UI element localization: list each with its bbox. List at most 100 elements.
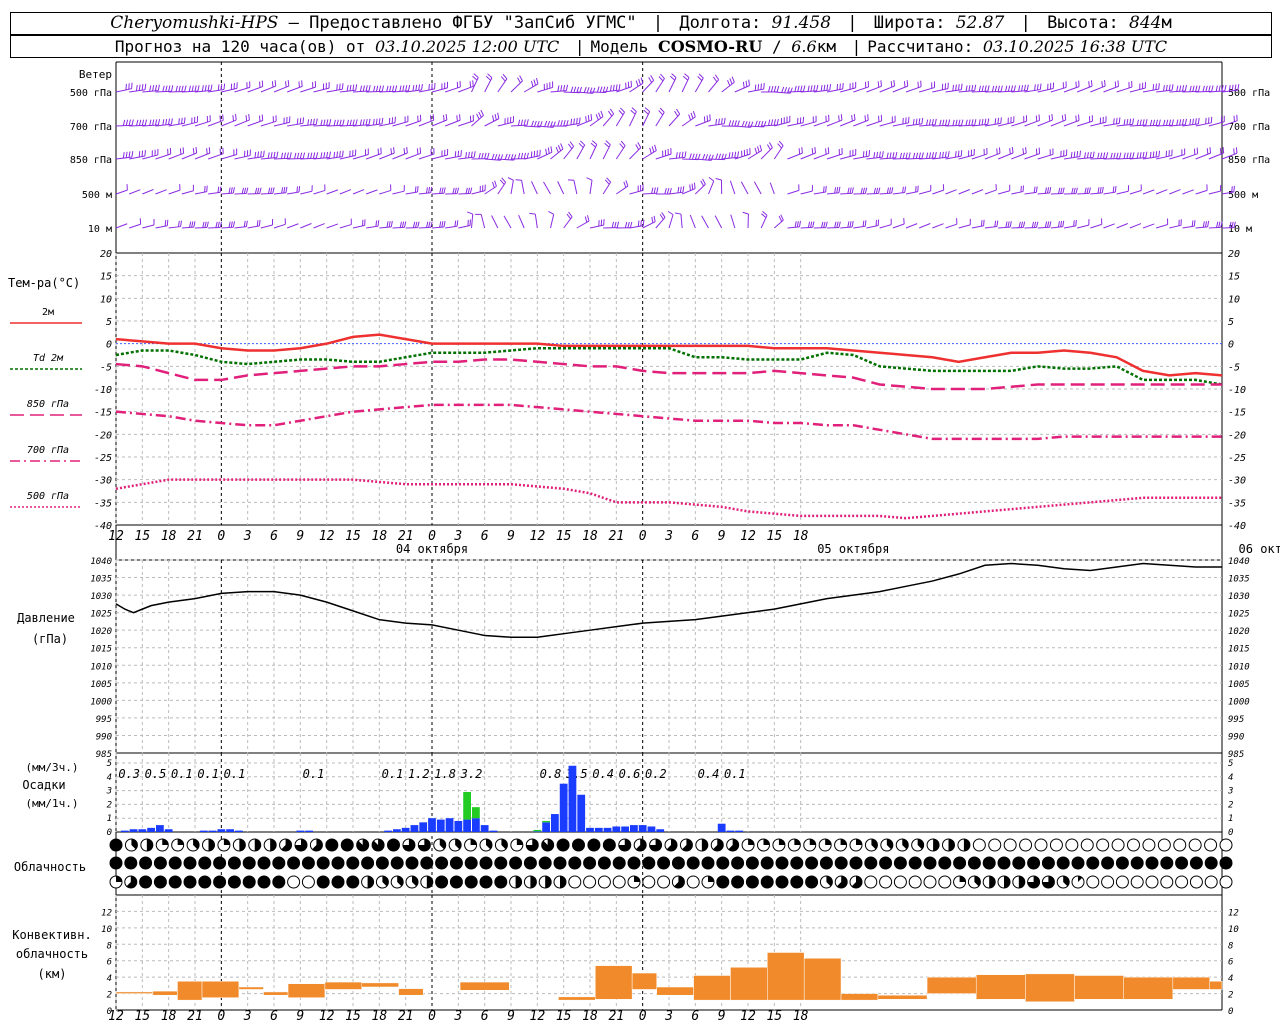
cloud-symbol-fill	[530, 876, 537, 888]
wind-barb-feather	[864, 220, 867, 227]
cloud-symbol-fill	[713, 839, 724, 852]
wind-barb	[753, 181, 762, 195]
wind-barb-feather	[1208, 85, 1211, 92]
wind-barb-feather	[492, 115, 495, 122]
wind-barb-feather	[825, 221, 828, 228]
wind-barb	[800, 190, 813, 195]
wind-barb-feather	[178, 85, 181, 92]
wind-barb-feather	[585, 116, 587, 123]
wind-barb-feather	[1035, 186, 1038, 193]
wind-barb	[1116, 190, 1129, 195]
cloud-symbol-fill	[702, 857, 714, 869]
wind-barb-feather	[631, 107, 637, 112]
cloud-symbol-fill	[634, 876, 640, 882]
alt-unit: м	[1161, 13, 1172, 33]
wind-barb-feather	[961, 119, 964, 126]
wind-barb-feather	[390, 148, 393, 155]
wind-barb-feather	[968, 85, 971, 92]
wind-barb-feather	[742, 211, 749, 215]
wind-barb-feather	[1215, 85, 1218, 92]
wind-barb-feather	[520, 119, 524, 126]
precip-bar-convective	[542, 820, 550, 823]
temp-tick-right: 5	[1228, 317, 1234, 328]
precip-3h-value: 0.1	[303, 767, 325, 781]
wind-barb-feather	[1136, 119, 1139, 126]
cloud-symbol	[1019, 838, 1033, 852]
wind-barb-feather	[958, 119, 961, 126]
precip-3h-value: 1.2	[408, 767, 430, 781]
wind-barb-feather	[944, 119, 948, 126]
precip-bar	[726, 830, 735, 832]
wind-barb	[286, 223, 299, 229]
wind-barb-feather	[744, 121, 748, 128]
wind-barb-feather	[691, 153, 695, 160]
wind-barb-feather	[312, 118, 315, 125]
cloud-symbol-fill	[716, 857, 729, 869]
wind-barb	[1129, 190, 1142, 195]
wind-barb-feather	[245, 220, 248, 227]
cloud-symbol-fill	[177, 839, 184, 845]
wind-barb-feather	[1092, 151, 1095, 158]
lon-value: 91.458	[771, 13, 832, 33]
wind-barb	[905, 223, 918, 229]
wind-barb-feather	[768, 142, 773, 148]
wind-barb-feather	[547, 147, 550, 154]
wind-barb-feather	[550, 146, 553, 153]
cloud-symbol-fill	[666, 839, 678, 851]
wind-barb-feather	[674, 212, 682, 215]
wind-barb	[919, 190, 931, 195]
wind-barb-feather	[378, 85, 382, 92]
wind-barb-feather	[228, 187, 231, 194]
cloud-symbol-fill	[480, 857, 492, 869]
wind-barb-feather	[1097, 152, 1100, 159]
wind-barb-feather	[1060, 187, 1063, 194]
wind-barb-feather	[847, 187, 850, 194]
wind-barb-feather	[1192, 85, 1195, 92]
wind-barb-feather	[731, 76, 735, 83]
wind-barb	[714, 215, 723, 229]
wind-barb-feather	[517, 77, 521, 84]
wind-barb-feather	[996, 148, 998, 155]
wind-barb-feather	[813, 85, 816, 92]
wind-barb-feather	[289, 152, 292, 159]
wind-barb-feather	[987, 85, 990, 92]
cloud-symbol	[988, 838, 1002, 852]
cloud-symbol-fill	[557, 839, 570, 851]
wind-barb-feather	[333, 119, 336, 126]
wind-barb-feather	[260, 151, 262, 158]
wind-barb-feather	[517, 152, 521, 159]
wind-barb-feather	[230, 221, 233, 228]
time-tick-label-bottom: 9	[718, 1009, 726, 1024]
pres-tick-left: 1010	[90, 662, 112, 672]
wind-barb-feather	[620, 140, 626, 146]
temp-tick-right: 0	[1228, 340, 1234, 351]
wind-barb-feather	[326, 151, 329, 158]
wind-barb-feather	[823, 186, 825, 193]
wind-barb-feather	[494, 113, 497, 121]
conv-cloud-bar	[840, 993, 879, 1001]
wind-barb-feather	[355, 119, 358, 126]
prec-tick-left: 5	[107, 759, 112, 769]
wind-barb-feather	[1060, 220, 1063, 227]
wind-barb-feather	[336, 151, 339, 158]
wind-barb-feather	[939, 152, 942, 159]
wind-barb	[680, 214, 683, 229]
conv-tick-left: 4	[107, 974, 112, 984]
wind-barb-feather	[798, 148, 801, 155]
pressure-line	[115, 562, 1222, 638]
cloud-symbol-fill	[426, 876, 433, 888]
cloud-symbol-fill	[568, 857, 581, 869]
conv-tick-left: 8	[107, 941, 112, 951]
wind-barb-feather	[1110, 152, 1113, 159]
wind-barb-feather	[984, 118, 987, 125]
cloud-symbol-fill	[367, 876, 374, 888]
wind-barb-feather	[873, 152, 876, 159]
wind-barb-feather	[1005, 221, 1008, 228]
cloud-symbol-fill	[603, 839, 616, 851]
cloud-symbol	[1142, 838, 1156, 852]
wind-barb-feather	[1020, 221, 1024, 228]
wind-barb-feather	[939, 119, 942, 126]
cloud-symbol-fill	[341, 839, 354, 851]
wind-barb-feather	[902, 186, 904, 193]
wind-barb-feather	[570, 86, 574, 93]
